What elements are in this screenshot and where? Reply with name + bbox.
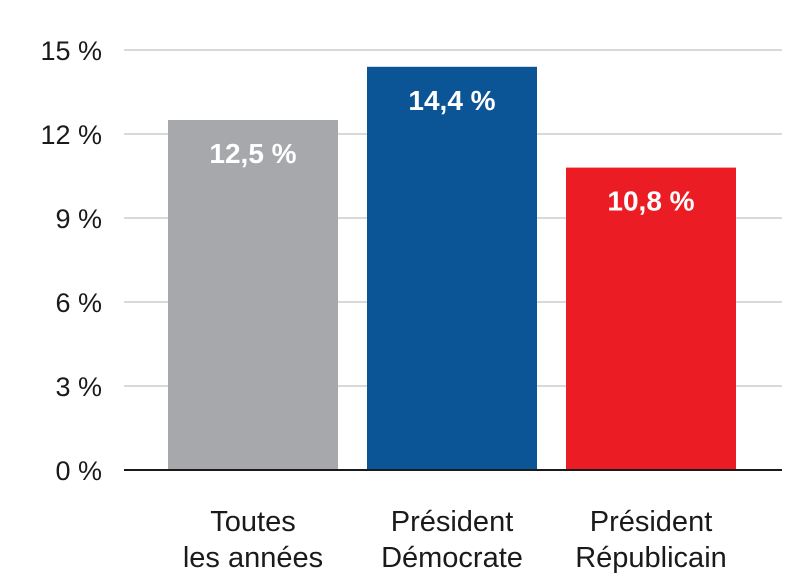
y-tick-label: 0 % <box>55 456 102 486</box>
bars: 12,5 % 14,4 % 10,8 % <box>124 66 782 471</box>
y-tick-label: 12 % <box>40 120 102 150</box>
y-tick-label: 9 % <box>55 204 102 234</box>
data-label: 12,5 % <box>209 138 296 169</box>
y-axis: 0 % 3 % 6 % 9 % 12 % 15 % <box>40 36 102 486</box>
data-label: 10,8 % <box>607 186 694 217</box>
bar <box>566 167 736 470</box>
y-tick-label: 6 % <box>55 288 102 318</box>
data-label: 14,4 % <box>408 85 495 116</box>
x-tick-label: Président <box>590 506 713 538</box>
x-tick-label: Toutes <box>210 506 295 538</box>
x-tick-label: Président <box>391 506 514 538</box>
x-tick-label: Démocrate <box>381 542 523 574</box>
y-tick-label: 15 % <box>40 36 102 66</box>
y-tick-label: 3 % <box>55 372 102 402</box>
x-tick-label: Républicain <box>575 542 727 574</box>
bar <box>168 120 338 470</box>
x-tick-label: les années <box>183 542 323 574</box>
x-axis-categories: Toutes les années Président Démocrate Présid… <box>183 506 727 574</box>
bar <box>367 66 537 471</box>
